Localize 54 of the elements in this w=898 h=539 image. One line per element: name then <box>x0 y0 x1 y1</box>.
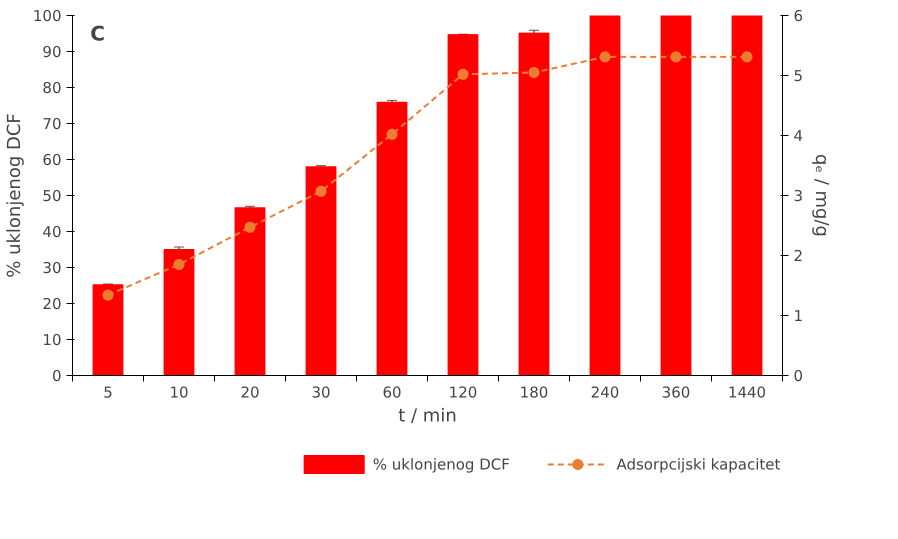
x-tick-label: 30 <box>311 384 331 402</box>
x-tick-label: 5 <box>103 384 113 402</box>
y2-tick-label: 1 <box>794 307 804 325</box>
x-tick-label: 360 <box>662 384 690 402</box>
bar <box>234 207 266 376</box>
y-tick-label: 70 <box>42 115 62 133</box>
bar <box>164 249 194 376</box>
point <box>316 186 326 197</box>
bar <box>448 34 478 376</box>
y2-axis-title: qₑ / mg/g <box>811 154 832 237</box>
point <box>386 128 398 140</box>
x-tick-label: 120 <box>448 384 478 402</box>
x-tick-label: 240 <box>590 384 620 402</box>
y-axis-title: % uklonjenog DCF <box>4 113 25 278</box>
y-tick-label: 10 <box>42 331 62 349</box>
y2-tick-label: 5 <box>794 67 804 85</box>
x-tick-label: 10 <box>169 384 189 402</box>
point <box>174 259 184 270</box>
point <box>600 51 610 62</box>
point <box>458 68 468 80</box>
bar <box>376 102 408 376</box>
bar <box>732 16 762 376</box>
y2-tick-label: 3 <box>794 187 804 205</box>
y-tick-label: 20 <box>42 295 62 313</box>
bar <box>590 16 620 376</box>
point <box>742 51 752 62</box>
point <box>528 67 540 78</box>
y-tick-label: 40 <box>42 223 62 241</box>
y2-tick-label: 4 <box>794 127 804 145</box>
y2-tick-label: 6 <box>794 7 804 25</box>
point <box>102 290 114 301</box>
y-tick-label: 80 <box>42 79 62 97</box>
bar <box>92 284 124 376</box>
y2-tick-label: 0 <box>794 367 804 385</box>
x-axis-title: t / min <box>398 406 457 426</box>
bar <box>306 166 336 376</box>
legend-label: % uklonjenog DCF <box>372 456 510 474</box>
bar <box>518 32 550 376</box>
y-tick-label: 0 <box>52 367 62 385</box>
bar <box>660 16 692 376</box>
y-tick-label: 60 <box>42 151 62 169</box>
x-tick-label: 60 <box>382 384 402 402</box>
legend-label: Adsorpcijski kapacitet <box>616 456 781 474</box>
annotation: C <box>90 22 105 46</box>
point <box>670 51 682 62</box>
x-tick-label: 20 <box>240 384 260 402</box>
y-tick-label: 30 <box>42 259 62 277</box>
y-tick-label: 50 <box>42 187 62 205</box>
y2-tick-label: 2 <box>794 247 804 265</box>
x-tick-label: 180 <box>520 384 548 402</box>
y-tick-label: 90 <box>42 43 62 61</box>
point <box>244 222 256 233</box>
y-tick-label: 100 <box>32 7 62 25</box>
x-tick-label: 1440 <box>728 384 766 402</box>
